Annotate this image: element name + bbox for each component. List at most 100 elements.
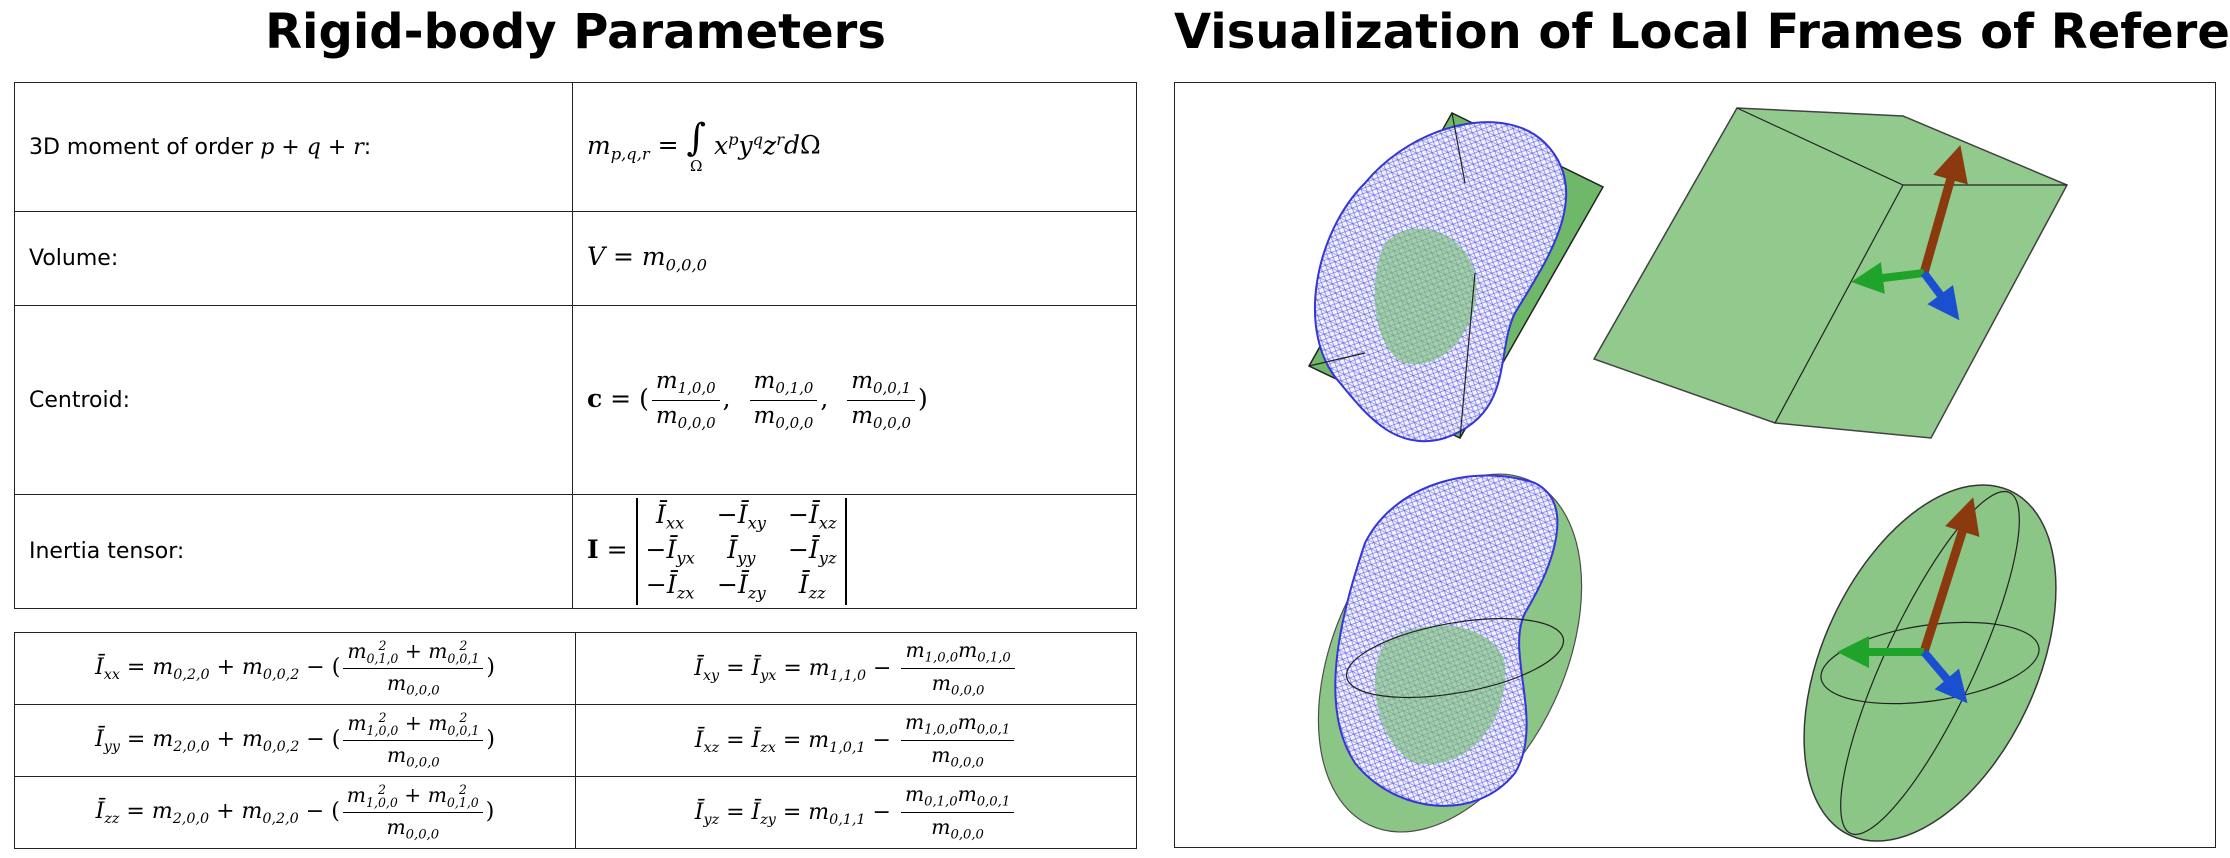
symbol: Īyx	[752, 656, 777, 684]
definition-formula: c = (m1,0,0 m0,0,0, m0,1,0 m0,0,0, m0,0,1 m…	[572, 305, 1137, 495]
formula-text: :	[363, 134, 372, 160]
symbol-base: m	[241, 799, 263, 825]
symbol: Īzz	[95, 799, 120, 828]
formula-group: −Īxy	[717, 500, 766, 533]
symbol-base: I	[587, 535, 599, 564]
formula-text: )	[485, 799, 495, 825]
formula-text: Volume:	[29, 246, 119, 271]
superscript: r	[776, 129, 784, 149]
formula-group: −Īzy	[717, 570, 766, 603]
subscript: yy	[103, 739, 120, 756]
formula-group: m 2 1,0,0 + m 2 0,1,0	[347, 782, 479, 810]
definition-row: 3D moment of order p + q + r: mp,q,r = ∫ Ω…	[14, 82, 1137, 212]
formula-text: −	[787, 500, 809, 530]
symbol-base: Ī	[95, 655, 104, 681]
symbol-base: Ī	[95, 799, 105, 825]
symbol: m0,0,2	[242, 727, 299, 755]
formula-text: )	[918, 383, 928, 413]
subscript: zz	[104, 811, 120, 828]
symbol-base: r	[353, 134, 364, 160]
superscript: 2	[378, 638, 387, 654]
subscript: 0,0,1	[976, 795, 1011, 810]
formula-group: m0,0,0	[387, 743, 440, 771]
numerator: m1,0,0m0,0,1	[900, 710, 1015, 741]
ellipsoid-frame	[1803, 484, 2057, 842]
scripts: 2 1,0,0	[367, 711, 399, 738]
subscript: 0,1,0	[977, 651, 1011, 666]
symbol-base: m	[851, 368, 873, 395]
fraction: m0,1,0m0,0,1 m0,0,0	[900, 782, 1015, 843]
formula-text: +	[397, 782, 428, 807]
subscript: 2,0,0	[172, 811, 210, 828]
symbol: m0,2,0	[241, 799, 299, 827]
formula-text: )	[486, 655, 495, 681]
numerator: m0,1,0m0,0,1	[900, 782, 1015, 813]
subscript: 0,0,1	[447, 723, 480, 739]
symbol-base: m	[655, 368, 678, 395]
definition-formula: mp,q,r = ∫ Ω xpyqzrdΩ	[572, 82, 1137, 212]
symbol: zr	[763, 129, 784, 160]
formula-text: +	[209, 727, 243, 753]
symbol-base: Ī	[666, 535, 677, 565]
subscript: yx	[760, 667, 777, 684]
formula-text: =	[775, 727, 809, 753]
symbol-base: q	[306, 134, 321, 160]
symbol-base: m	[931, 815, 951, 839]
symbol: m0,1,1	[808, 800, 865, 828]
symbol: m0,0,0	[387, 743, 440, 771]
definition-row: Inertia tensor: I = Īxx −Īxy −Īxz −Īyx Īyy −Īy…	[14, 494, 1137, 609]
formula-text: −	[865, 799, 898, 825]
fraction: m 2 1,0,0 + m 2 0,1,0 m0,0,0	[342, 782, 483, 842]
symbol: Īxz	[695, 728, 719, 756]
symbol: m0,1,0	[905, 782, 958, 810]
denominator: m0,0,0	[750, 401, 818, 432]
symbol-base: m	[808, 727, 830, 753]
denominator: m0,0,0	[652, 401, 720, 432]
symbol: m0,1,0	[754, 368, 814, 397]
symbol: m0,0,0	[932, 671, 985, 699]
symbol-base: m	[387, 670, 407, 695]
symbol: m 2 0,0,1	[428, 711, 480, 739]
symbol: mp,q,r	[587, 131, 650, 164]
formula-group: Īyy	[717, 535, 766, 568]
left-title: Rigid-body Parameters	[265, 4, 886, 60]
symbol: m 2 1,0,0	[347, 711, 399, 738]
formula-group: 3D moment of order p + q + r:	[29, 135, 371, 160]
definition-formula: I = Īxx −Īxy −Īxz −Īyx Īyy −Īyz −Īzx −Īzy Īzz	[572, 494, 1137, 609]
symbol: m0,1,0	[958, 638, 1011, 666]
subscript: 0,1,0	[775, 379, 814, 398]
symbol-base: m	[386, 814, 406, 839]
formula-group: m0,0,0	[655, 402, 716, 432]
symbol: m 2 0,1,0	[428, 783, 479, 810]
subscript: zx	[676, 583, 695, 603]
symbol: d	[784, 131, 800, 160]
formula-group: m0,0,1	[851, 368, 911, 397]
formula-text: −	[717, 569, 738, 599]
integral-sign: ∫	[686, 115, 707, 160]
symbol: m0,0,2	[242, 655, 299, 683]
subscript: zx	[760, 739, 776, 756]
formula-text: 3D moment of order	[29, 134, 261, 160]
denominator: m0,0,0	[847, 401, 915, 432]
symbol-base: m	[655, 402, 678, 429]
formula-text: −	[787, 535, 809, 565]
denominator: m0,0,0	[343, 741, 483, 771]
component-row: Īzz = m2,0,0 + m0,2,0 − (m 2 1,0,0 + m 2 0,1…	[14, 776, 1137, 849]
symbol-base: V	[587, 242, 606, 272]
symbol: m1,0,0	[655, 368, 716, 397]
denominator: m0,0,0	[901, 813, 1014, 843]
symbol-base: Ī	[738, 569, 748, 599]
symbol-base: Ī	[666, 569, 677, 599]
subscript: 0,0,1	[976, 723, 1011, 738]
formula-text: = (	[602, 383, 649, 413]
symbol-base: m	[347, 638, 367, 663]
symbol-base: Ī	[95, 727, 104, 753]
formula-group: m0,0,0	[754, 403, 814, 432]
symbol: m0,0,0	[387, 670, 440, 699]
symbol-base: Ī	[751, 727, 761, 753]
formula-text	[706, 131, 714, 160]
symbol: Īxz	[809, 500, 837, 533]
superscript: q	[752, 129, 764, 149]
subscript: zy	[747, 583, 766, 603]
formula-text: +	[398, 638, 429, 663]
